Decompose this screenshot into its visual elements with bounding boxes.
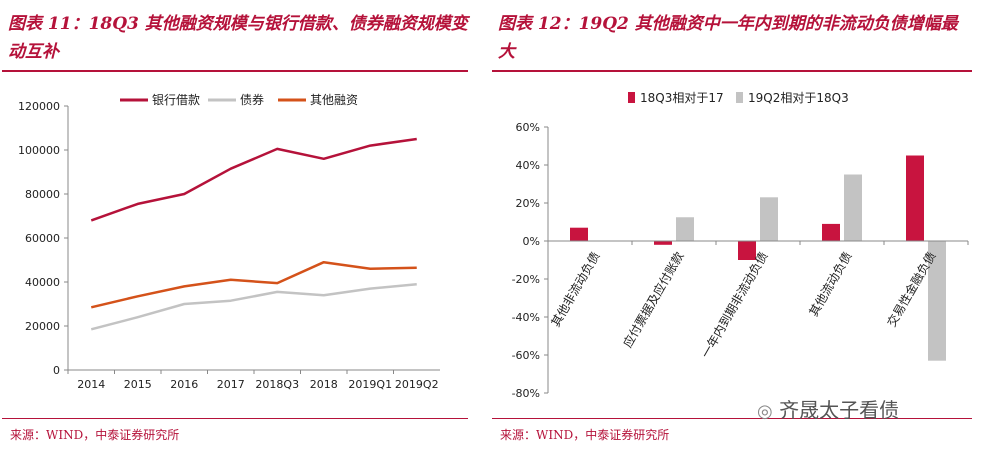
left-source-note: 来源：WIND，中泰证券研究所 bbox=[10, 428, 180, 442]
right-y-tick-label: -20% bbox=[512, 273, 540, 286]
left-series-line-2 bbox=[90, 260, 417, 309]
right-bar-s1-c4 bbox=[928, 241, 946, 361]
left-x-tick-label: 2015 bbox=[124, 378, 152, 391]
left-legend-label: 银行借款 bbox=[152, 93, 200, 107]
left-x-tick-label: 2019Q1 bbox=[348, 378, 392, 391]
right-figure-panel: 图表 12：19Q2 其他融资中一年内到期的非流动负债增幅最大 -80% -60%… bbox=[490, 0, 985, 450]
left-y-tick-label: 20000 bbox=[25, 320, 60, 333]
watermark: ◎ 齐晟太子看债 bbox=[757, 394, 899, 423]
right-x-tick-label: 一年内到期非流动负债 bbox=[698, 250, 770, 361]
right-bar-s0-c3 bbox=[822, 223, 840, 241]
right-legend-label: 18Q3相对于17 bbox=[640, 91, 724, 105]
right-bar-s0-c4 bbox=[906, 155, 924, 241]
left-x-tick-label: 2017 bbox=[217, 378, 245, 391]
left-y-tick-label: 40000 bbox=[25, 276, 60, 289]
left-y-tick-label: 60000 bbox=[25, 232, 60, 245]
right-bar-s0-c2 bbox=[738, 241, 756, 260]
left-legend-label: 其他融资 bbox=[310, 93, 358, 107]
left-y-tick-label: 100000 bbox=[18, 144, 60, 157]
left-series-line-1 bbox=[90, 282, 417, 331]
right-y-tick-label: -40% bbox=[512, 311, 540, 324]
left-x-tick-label: 2016 bbox=[170, 378, 198, 391]
right-legend-swatch bbox=[736, 92, 743, 103]
left-x-tick-label: 2018 bbox=[310, 378, 338, 391]
left-legend-label: 债券 bbox=[240, 92, 264, 107]
left-x-tick-label: 2014 bbox=[77, 378, 105, 391]
left-y-tick-label: 120000 bbox=[18, 100, 60, 113]
left-y-tick-label: 0 bbox=[53, 364, 60, 377]
right-y-tick-label: 60% bbox=[516, 121, 540, 134]
right-legend-label: 19Q2相对于18Q3 bbox=[748, 91, 849, 105]
wechat-icon: ◎ bbox=[757, 401, 773, 422]
left-figure-panel: 图表 11：18Q3 其他融资规模与银行借款、债券融资规模变动互补 0 20000… bbox=[0, 0, 480, 450]
left-figure-title: 图表 11：18Q3 其他融资规模与银行借款、债券融资规模变动互补 bbox=[8, 14, 468, 62]
right-source-note: 来源：WIND，中泰证券研究所 bbox=[500, 428, 670, 442]
right-bar-chart: -80% -60% -40% -20% 0% 20% 40% 60% 其他非流动负债 应付票据及应… bbox=[512, 91, 969, 400]
left-series-line-0 bbox=[90, 137, 417, 222]
right-legend-swatch bbox=[628, 92, 635, 103]
left-x-tick-label: 2018Q3 bbox=[255, 378, 299, 391]
right-bar-s1-c2 bbox=[760, 197, 778, 241]
left-y-tick-label: 80000 bbox=[25, 188, 60, 201]
left-x-tick-label: 2019Q2 bbox=[395, 378, 439, 391]
right-figure-title: 图表 12：19Q2 其他融资中一年内到期的非流动负债增幅最大 bbox=[498, 14, 958, 62]
right-bar-s1-c1 bbox=[676, 217, 694, 241]
left-line-chart: 0 20000 40000 60000 80000 100000 120000 2014 201… bbox=[18, 92, 440, 391]
watermark-text: 齐晟太子看债 bbox=[779, 398, 900, 422]
right-bar-s1-c3 bbox=[844, 174, 862, 241]
right-y-tick-label: -80% bbox=[512, 387, 540, 400]
right-title-rule bbox=[492, 70, 972, 72]
left-title-rule bbox=[2, 70, 468, 72]
right-x-tick-label: 其他流动负债 bbox=[806, 250, 854, 319]
right-y-tick-label: 0% bbox=[523, 235, 540, 248]
right-source-rule bbox=[492, 418, 972, 419]
right-y-tick-label: -60% bbox=[512, 349, 540, 362]
right-x-tick-label: 其他非流动负债 bbox=[548, 250, 602, 330]
right-bar-s0-c1 bbox=[654, 241, 672, 245]
right-bar-s0-c0 bbox=[570, 227, 588, 241]
left-source-rule bbox=[2, 418, 468, 419]
right-y-tick-label: 40% bbox=[516, 159, 540, 172]
right-y-tick-label: 20% bbox=[516, 197, 540, 210]
right-x-tick-label: 应付票据及应付账款 bbox=[620, 249, 687, 350]
